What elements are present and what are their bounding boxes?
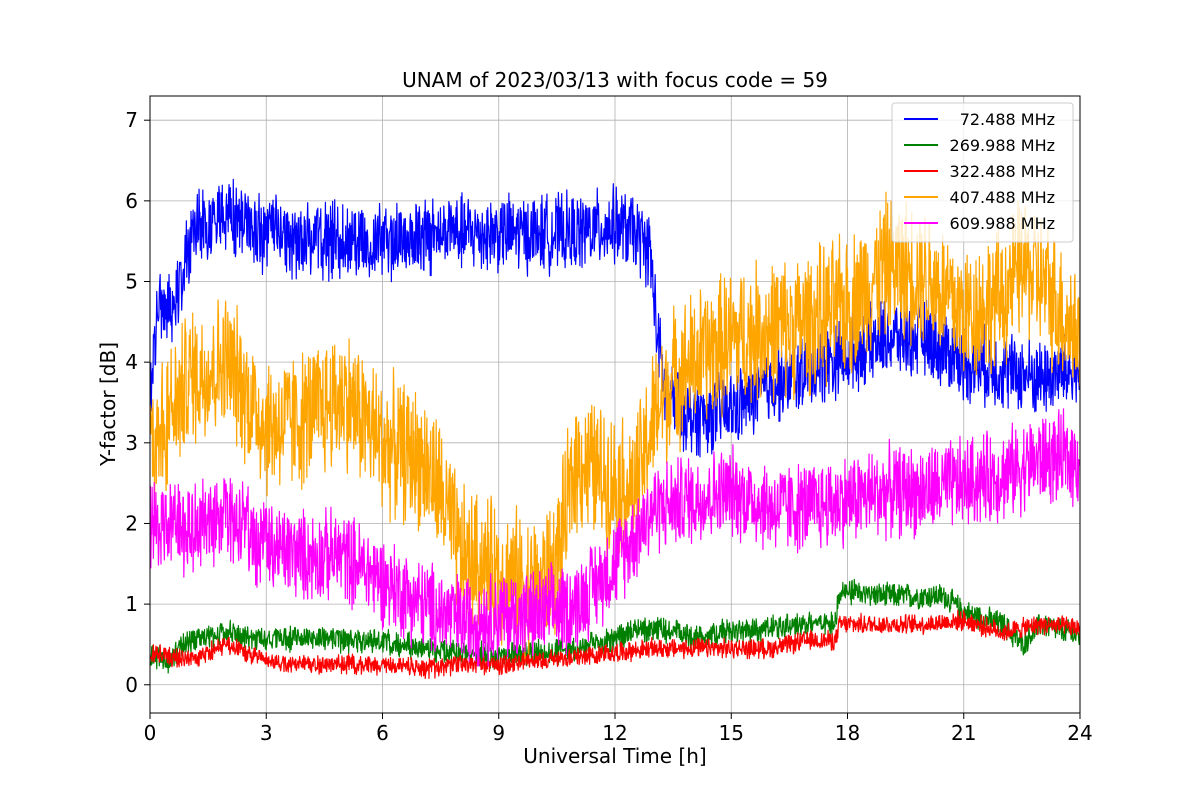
x-tick-label: 24 bbox=[1067, 721, 1092, 745]
y-tick-label: 1 bbox=[125, 592, 138, 616]
series-line-2 bbox=[150, 609, 1080, 680]
legend-label-1: 269.988 MHz bbox=[950, 136, 1055, 155]
y-axis-label: Y-factor [dB] bbox=[96, 342, 120, 467]
x-tick-label: 18 bbox=[835, 721, 860, 745]
y-tick-label: 4 bbox=[125, 350, 138, 374]
y-tick-label: 0 bbox=[125, 673, 138, 697]
y-tick-label: 6 bbox=[125, 189, 138, 213]
y-tick-label: 3 bbox=[125, 431, 138, 455]
x-tick-label: 0 bbox=[144, 721, 157, 745]
x-tick-label: 9 bbox=[492, 721, 505, 745]
legend-label-2: 322.488 MHz bbox=[950, 162, 1055, 181]
x-tick-label: 3 bbox=[260, 721, 273, 745]
series-line-4 bbox=[150, 408, 1080, 667]
series-layer bbox=[150, 178, 1080, 680]
series-line-0 bbox=[150, 178, 1080, 458]
series-line-1 bbox=[150, 578, 1080, 674]
x-tick-label: 6 bbox=[376, 721, 389, 745]
x-tick-label: 12 bbox=[602, 721, 627, 745]
x-tick-label: 21 bbox=[951, 721, 976, 745]
y-tick-label: 5 bbox=[125, 270, 138, 294]
legend-label-4: 609.988 MHz bbox=[950, 214, 1055, 233]
legend-label-0: 72.488 MHz bbox=[960, 110, 1055, 129]
legend-label-3: 407.488 MHz bbox=[950, 188, 1055, 207]
legend-box bbox=[891, 102, 1074, 243]
x-axis-label: Universal Time [h] bbox=[523, 744, 706, 768]
x-tick-label: 15 bbox=[719, 721, 744, 745]
legend: 72.488 MHz 269.988 MHz 322.488 MHz 407.488 … bbox=[891, 102, 1074, 243]
chart-title: UNAM of 2023/03/13 with focus code = 59 bbox=[402, 68, 828, 92]
y-tick-label: 2 bbox=[125, 511, 138, 535]
y-tick-label: 7 bbox=[125, 108, 138, 132]
